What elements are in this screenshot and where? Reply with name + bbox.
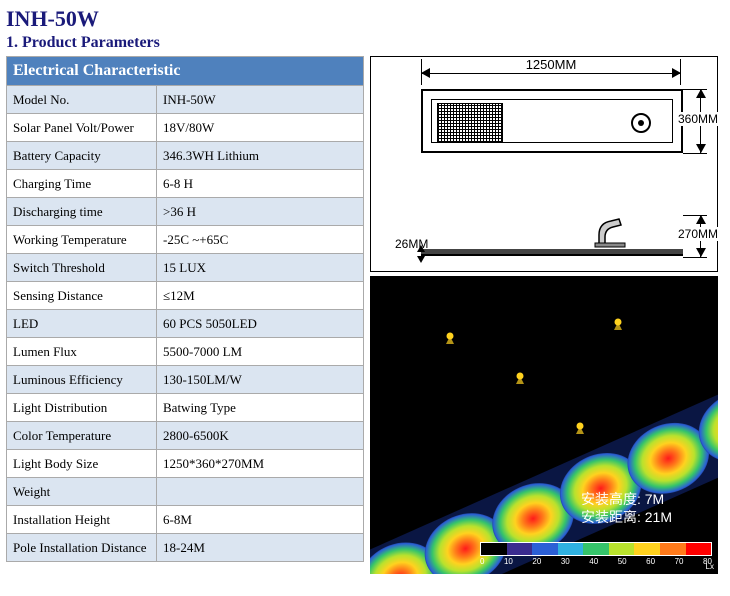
spec-label: Working Temperature: [7, 226, 157, 254]
spec-label: Luminous Efficiency: [7, 366, 157, 394]
spec-table: Electrical Characteristic Model No.INH-5…: [6, 56, 364, 562]
spec-value: 6-8M: [157, 506, 364, 534]
spec-label: LED: [7, 310, 157, 338]
lux-colorbar: 01020304050607080 Lx: [480, 542, 712, 570]
main-layout: Electrical Characteristic Model No.INH-5…: [6, 56, 724, 574]
spec-value: INH-50W: [157, 86, 364, 114]
spec-value: 18V/80W: [157, 114, 364, 142]
spec-label: Switch Threshold: [7, 254, 157, 282]
table-row: Discharging time>36 H: [7, 198, 364, 226]
dim-depth: 270MM: [678, 227, 718, 241]
spec-label: Sensing Distance: [7, 282, 157, 310]
spec-value: 6-8 H: [157, 170, 364, 198]
mount-bracket-icon: [593, 215, 627, 249]
technical-drawing: 1250MM 360MM 26MM: [370, 56, 718, 272]
spec-label: Discharging time: [7, 198, 157, 226]
table-row: LED60 PCS 5050LED: [7, 310, 364, 338]
table-row: Installation Height6-8M: [7, 506, 364, 534]
spec-value: 346.3WH Lithium: [157, 142, 364, 170]
table-row: Solar Panel Volt/Power18V/80W: [7, 114, 364, 142]
spec-label: Light Distribution: [7, 394, 157, 422]
spec-label: Battery Capacity: [7, 142, 157, 170]
spec-label: Charging Time: [7, 170, 157, 198]
spec-value: Batwing Type: [157, 394, 364, 422]
light-front-view: [421, 89, 683, 153]
dim-length: 1250MM: [421, 57, 681, 72]
table-row: Charging Time6-8 H: [7, 170, 364, 198]
install-height-text: 安装高度: 7M: [581, 490, 672, 508]
install-params-text: 安装高度: 7M 安装距离: 21M: [581, 490, 672, 526]
table-row: Lumen Flux5500-7000 LM: [7, 338, 364, 366]
spec-value: 5500-7000 LM: [157, 338, 364, 366]
spec-label: Model No.: [7, 86, 157, 114]
section-subtitle: 1. Product Parameters: [6, 34, 724, 52]
spec-label: Pole Installation Distance: [7, 534, 157, 562]
install-distance-text: 安装距离: 21M: [581, 508, 672, 526]
light-side-view: [421, 207, 683, 257]
table-row: Light Body Size1250*360*270MM: [7, 450, 364, 478]
spec-value: 1250*360*270MM: [157, 450, 364, 478]
product-title: INH-50W: [6, 6, 724, 32]
table-row: Working Temperature-25C ~+65C: [7, 226, 364, 254]
spec-value: >36 H: [157, 198, 364, 226]
figures-panel: 1250MM 360MM 26MM: [370, 56, 718, 574]
table-row: Model No.INH-50W: [7, 86, 364, 114]
spec-value: 130-150LM/W: [157, 366, 364, 394]
table-row: Battery Capacity346.3WH Lithium: [7, 142, 364, 170]
table-row: Pole Installation Distance18-24M: [7, 534, 364, 562]
spec-value: -25C ~+65C: [157, 226, 364, 254]
table-row: Color Temperature2800-6500K: [7, 422, 364, 450]
colorbar-unit: Lx: [706, 562, 714, 571]
spec-value: ≤12M: [157, 282, 364, 310]
spec-label: Solar Panel Volt/Power: [7, 114, 157, 142]
vent-grille-icon: [437, 103, 503, 143]
spec-value: 15 LUX: [157, 254, 364, 282]
table-row: Switch Threshold15 LUX: [7, 254, 364, 282]
spec-label: Lumen Flux: [7, 338, 157, 366]
table-row: Light DistributionBatwing Type: [7, 394, 364, 422]
spec-label: Installation Height: [7, 506, 157, 534]
spec-label: Weight: [7, 478, 157, 506]
spec-label: Color Temperature: [7, 422, 157, 450]
table-row: Luminous Efficiency130-150LM/W: [7, 366, 364, 394]
spec-table-header: Electrical Characteristic: [7, 57, 364, 86]
spec-label: Light Body Size: [7, 450, 157, 478]
spec-value: 60 PCS 5050LED: [157, 310, 364, 338]
dim-height: 360MM: [678, 112, 718, 126]
spec-panel: Electrical Characteristic Model No.INH-5…: [6, 56, 364, 574]
table-row: Weight: [7, 478, 364, 506]
light-distribution-map: 安装高度: 7M 安装距离: 21M 01020304050607080 Lx: [370, 276, 718, 574]
table-row: Sensing Distance≤12M: [7, 282, 364, 310]
spec-value: 2800-6500K: [157, 422, 364, 450]
spec-value: 18-24M: [157, 534, 364, 562]
spec-value: [157, 478, 364, 506]
